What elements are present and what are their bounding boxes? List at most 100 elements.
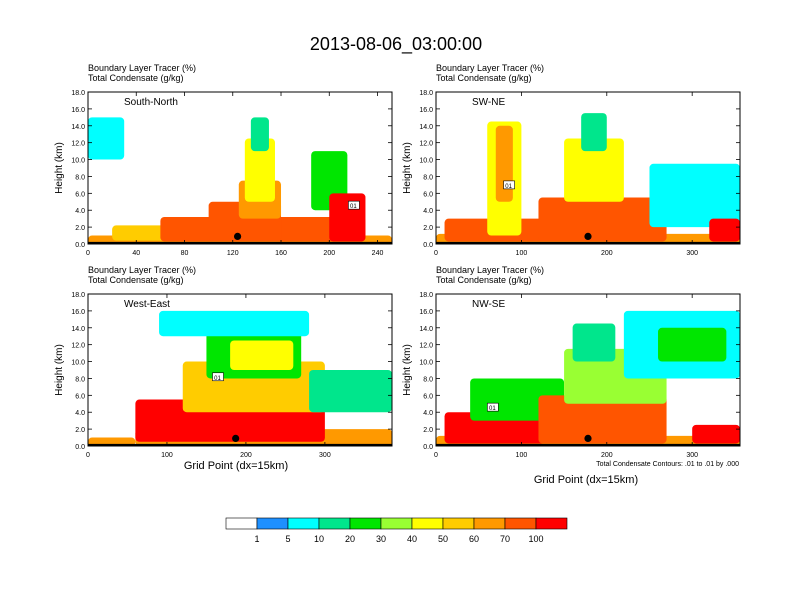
y-tick-label: 8.0 [75,174,85,181]
x-tick-label: 200 [601,452,613,459]
y-tick-label: 6.0 [423,393,433,400]
shaded-cell [495,125,513,202]
y-tick-label: 16.0 [419,309,433,316]
colorbar-swatch [349,517,382,530]
colorbar-label: 60 [469,534,479,544]
x-tick-label: 240 [372,250,384,257]
y-tick-label: 18.0 [419,292,433,299]
plot-area: 01 [88,92,392,244]
x-tick-label: 160 [275,250,287,257]
location-marker [584,232,592,240]
contour-label-box [503,180,515,190]
panel-label-tracer: Boundary Layer Tracer (%) [88,265,196,275]
colorbar-swatch [535,517,568,530]
y-tick-label: 6.0 [423,191,433,198]
panel-sw-ne: Boundary Layer Tracer (%)Total Condensat… [402,63,741,257]
y-tick-label: 2.0 [423,427,433,434]
y-tick-label: 18.0 [419,90,433,97]
x-tick-label: 300 [319,452,331,459]
panel-label-tracer: Boundary Layer Tracer (%) [88,63,196,73]
contour-label-box [212,372,224,382]
y-tick-label: 12.0 [71,343,85,350]
x-tick-label: 100 [161,452,173,459]
panel-nw-se: Boundary Layer Tracer (%)Total Condensat… [402,265,741,459]
y-tick-label: 2.0 [75,225,85,232]
figure-title: 2013-08-06_03:00:00 [310,34,482,55]
y-tick-label: 8.0 [75,376,85,383]
plot-area: 01 [88,294,392,446]
colorbar-swatch [287,517,320,530]
y-tick-label: 4.0 [423,410,433,417]
colorbar-label: 100 [528,534,543,544]
y-tick-label: 6.0 [75,393,85,400]
shaded-cell [244,138,275,202]
shaded-cell [649,163,740,228]
y-tick-label: 14.0 [419,124,433,131]
y-tick-label: 4.0 [75,410,85,417]
y-tick-label: 12.0 [419,343,433,350]
y-axis-label: Height (km) [402,344,413,396]
colorbar-label: 70 [500,534,510,544]
x-axis-label-right: Grid Point (dx=15km) [534,474,638,486]
terrain-base [436,241,740,244]
plot-frame [435,91,741,245]
shaded-cell [658,327,727,362]
colorbar-label: 10 [314,534,324,544]
colorbar-swatch [473,517,506,530]
y-tick-label: 10.0 [71,158,85,165]
y-tick-label: 0.0 [75,444,85,451]
y-tick-label: 6.0 [75,191,85,198]
x-tick-label: 40 [132,250,140,257]
y-axis-label: Height (km) [54,344,65,396]
contour-label: 01 [489,406,496,412]
y-tick-label: 16.0 [71,107,85,114]
panel-label-tracer: Boundary Layer Tracer (%) [436,265,544,275]
y-tick-label: 2.0 [75,427,85,434]
x-tick-label: 0 [86,452,90,459]
colorbar-swatch [318,517,351,530]
x-tick-label: 200 [240,452,252,459]
y-axis-label: Height (km) [402,142,413,194]
shaded-cell [709,218,740,242]
plot-frame [435,293,741,447]
x-tick-label: 300 [686,250,698,257]
colorbar-label: 5 [285,534,290,544]
shaded-cell [329,193,366,242]
terrain-base [88,241,392,244]
section-name: South-North [124,97,178,108]
y-tick-label: 0.0 [423,242,433,249]
y-tick-label: 0.0 [423,444,433,451]
panel-label-condensate: Total Condensate (g/kg) [436,73,532,83]
x-tick-label: 300 [686,452,698,459]
x-tick-label: 0 [434,250,438,257]
terrain-base [436,443,740,446]
contour-label: 01 [505,184,512,190]
shaded-cell [692,424,740,444]
shaded-cell [572,323,616,362]
y-tick-label: 8.0 [423,376,433,383]
colorbar-swatch [504,517,537,530]
x-tick-label: 200 [601,250,613,257]
x-tick-label: 80 [181,250,189,257]
colorbar-swatch [380,517,413,530]
location-marker [232,434,240,442]
y-tick-label: 10.0 [71,360,85,367]
contour-label: 01 [350,204,357,210]
y-tick-label: 8.0 [423,174,433,181]
y-tick-label: 16.0 [71,309,85,316]
x-tick-label: 0 [434,452,438,459]
terrain-base [88,443,392,446]
x-tick-label: 100 [516,452,528,459]
shaded-cell [309,370,392,413]
contour-note: Total Condensate Contours: .01 to .01 by… [596,461,739,468]
shaded-cell [159,310,310,337]
plot-frame [87,293,393,447]
colorbar-swatch [256,517,289,530]
contour-label-box [487,402,499,412]
y-tick-label: 18.0 [71,90,85,97]
shaded-cell [250,117,269,152]
panel-label-condensate: Total Condensate (g/kg) [436,275,532,285]
x-tick-label: 200 [323,250,335,257]
plot-area: 01 [436,294,740,446]
y-tick-label: 18.0 [71,292,85,299]
